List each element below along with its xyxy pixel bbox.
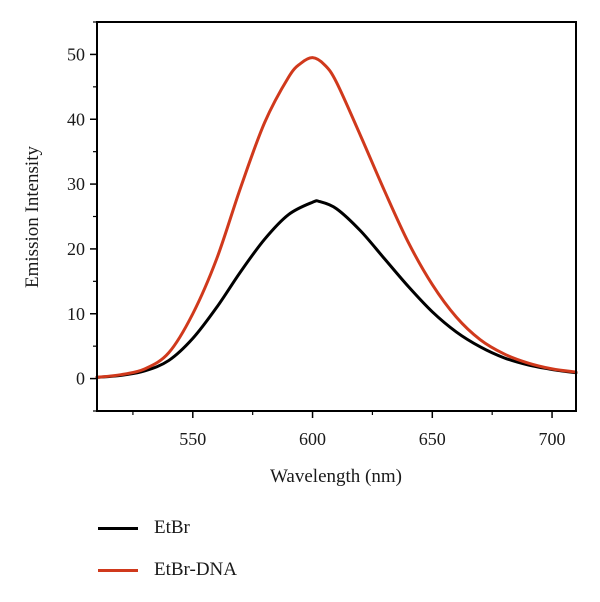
y-tick-label: 50: [67, 44, 85, 64]
legend: EtBr EtBr-DNA: [98, 517, 237, 602]
axes-layer: 0 10 20 30 40 50 550 600 650 700: [67, 21, 577, 449]
y-tick-label: 40: [67, 109, 85, 129]
y-tick-label: 20: [67, 239, 85, 259]
series-layer: [95, 56, 578, 379]
x-tick-label: 650: [419, 429, 446, 449]
legend-item-etbr: EtBr: [98, 517, 237, 538]
y-tick-label: 10: [67, 304, 85, 324]
series-line-etbr: [95, 199, 578, 379]
series-line-etbr-dna: [95, 56, 578, 379]
y-axis-title: Emission Intensity: [22, 146, 43, 288]
x-tick-label: 600: [299, 429, 326, 449]
y-tick-label: 30: [67, 174, 85, 194]
legend-swatch-etbr-dna: [98, 568, 138, 572]
y-tick-label: 0: [76, 369, 85, 389]
legend-item-etbr-dna: EtBr-DNA: [98, 559, 237, 580]
legend-swatch-etbr: [98, 526, 138, 530]
legend-label-etbr: EtBr: [154, 517, 190, 538]
x-tick-label: 550: [179, 429, 206, 449]
x-axis-title: Wavelength (nm): [270, 466, 402, 487]
legend-label-etbr-dna: EtBr-DNA: [154, 559, 237, 580]
x-tick-label: 700: [539, 429, 566, 449]
